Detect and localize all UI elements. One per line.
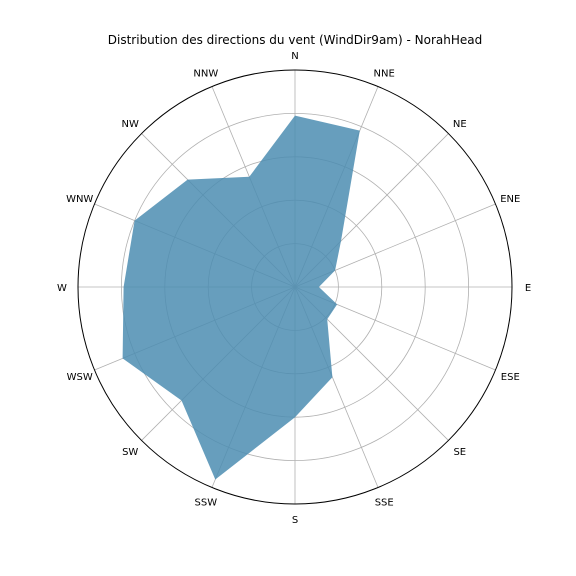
direction-label-w: W: [57, 283, 67, 294]
data-area: [122, 115, 360, 480]
direction-label-n: N: [291, 51, 298, 62]
direction-label-sse: SSE: [375, 497, 394, 508]
direction-label-s: S: [292, 515, 298, 526]
direction-label-ssw: SSW: [195, 497, 218, 508]
direction-label-wsw: WSW: [67, 372, 93, 383]
wind-distribution-area: [122, 115, 360, 480]
direction-label-ene: ENE: [500, 194, 520, 205]
direction-label-e: E: [525, 283, 531, 294]
chart-title: Distribution des directions du vent (Win…: [108, 33, 482, 47]
direction-labels: N NNE NE ENE E ESE SE SSE S SSW SW WSW W WNW NW NNW: [57, 51, 531, 526]
outer-frame: [77, 69, 513, 505]
direction-label-nw: NW: [122, 119, 139, 130]
direction-label-ese: ESE: [501, 372, 520, 383]
direction-label-nne: NNE: [374, 69, 395, 80]
direction-label-ne: NE: [453, 119, 467, 130]
direction-label-nnw: NNW: [193, 69, 218, 80]
direction-label-wnw: WNW: [66, 194, 93, 205]
direction-label-se: SE: [453, 447, 466, 458]
polar-frame: [77, 69, 513, 505]
direction-label-sw: SW: [122, 447, 138, 458]
